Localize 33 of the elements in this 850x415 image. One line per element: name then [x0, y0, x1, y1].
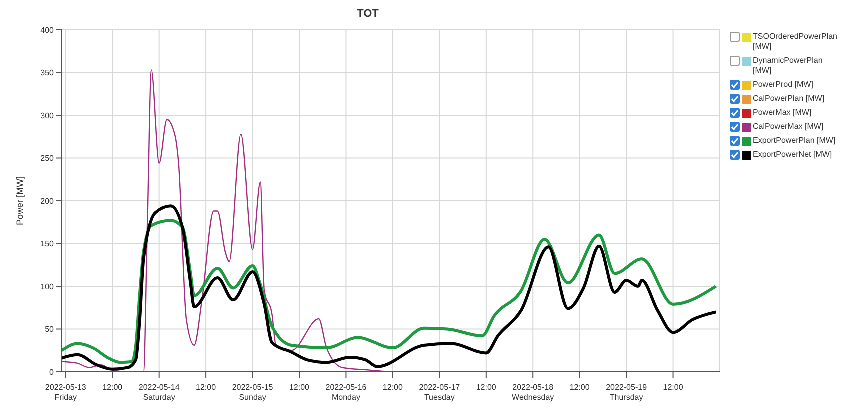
- legend-label: PowerProd [MW]: [753, 80, 814, 90]
- legend-label: CalPowerPlan [MW]: [753, 94, 825, 104]
- y-tick-label: 200: [40, 196, 55, 206]
- x-tick-label: 12:00: [102, 383, 124, 392]
- legend-label: PowerMax [MW]: [753, 108, 812, 118]
- chart-title: TOT: [356, 8, 380, 20]
- x-tick-label: 12:00: [476, 383, 497, 392]
- legend-label: ExportPowerNet [MW]: [753, 150, 832, 160]
- legend-label: CalPowerMax [MW]: [753, 122, 824, 132]
- x-tick-label: 12:00: [196, 383, 217, 392]
- legend-label: DynamicPowerPlan [MW]: [753, 56, 824, 76]
- y-tick-label: 400: [40, 26, 55, 35]
- x-tick-label: 2022-05-17 Tuesday: [419, 383, 461, 402]
- y-tick-label: 250: [40, 154, 55, 164]
- x-tick-label: 12:00: [570, 383, 590, 392]
- x-tick-label: 2022-05-15 Sunday: [232, 383, 274, 402]
- x-tick-label: 12:00: [663, 383, 684, 392]
- x-tick-label: 2022-05-14 Saturday: [138, 383, 180, 402]
- legend-label: ExportPowerPlan [MW]: [753, 136, 836, 146]
- y-tick-label: 0: [50, 368, 55, 377]
- x-tick-label: 2022-05-13 Friday: [45, 383, 87, 402]
- x-tick-label: 2022-05-19 Thursday: [606, 383, 648, 402]
- x-tick-label: 2022-05-18 Wednesday: [512, 383, 554, 402]
- y-tick-label: 350: [40, 68, 55, 78]
- y-tick-label: 150: [40, 240, 55, 249]
- x-tick-label: 2022-05-16 Monday: [326, 383, 368, 402]
- legend-label: TSOOrderedPowerPlan [MW]: [753, 32, 838, 52]
- x-tick-label: 12:00: [289, 383, 310, 392]
- x-tick-label: 12:00: [382, 383, 404, 392]
- y-tick-label: 300: [40, 111, 55, 120]
- y-tick-label: 50: [45, 325, 55, 334]
- y-tick-label: 100: [40, 282, 55, 292]
- y-axis-title: Power [MW]: [15, 176, 26, 226]
